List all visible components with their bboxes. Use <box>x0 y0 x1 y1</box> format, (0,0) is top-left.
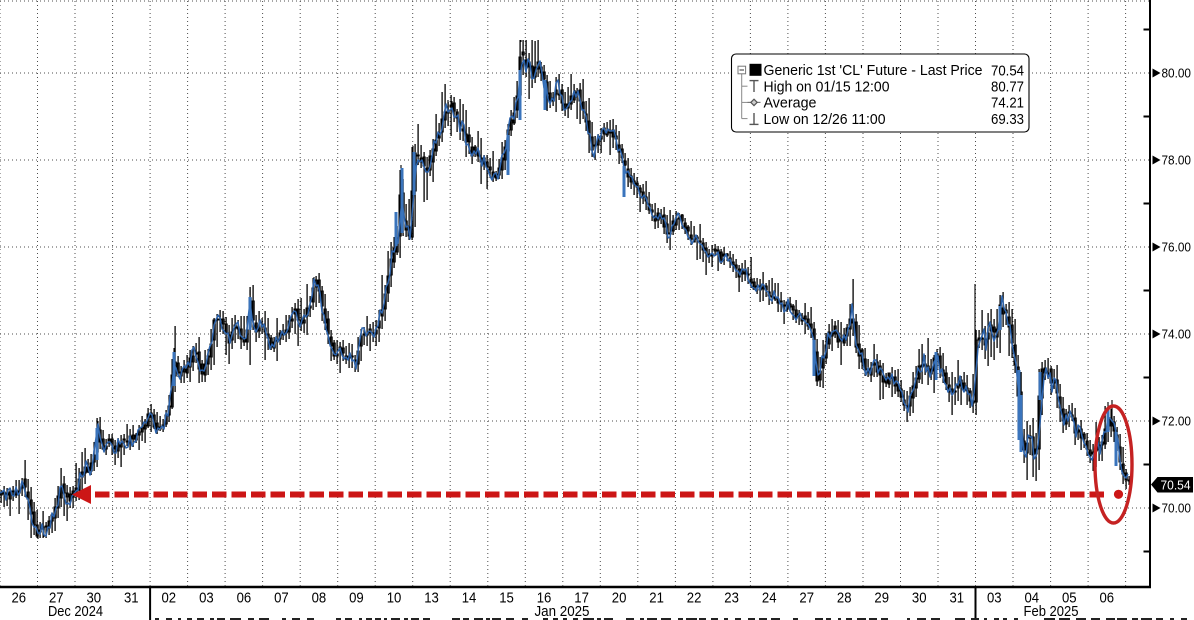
svg-text:09: 09 <box>349 590 364 607</box>
svg-text:02: 02 <box>162 590 177 607</box>
svg-text:03: 03 <box>199 590 214 607</box>
svg-text:80.00: 80.00 <box>1162 66 1192 81</box>
svg-text:78.00: 78.00 <box>1162 153 1192 168</box>
svg-text:23: 23 <box>724 590 739 607</box>
svg-text:Average: Average <box>764 95 817 112</box>
svg-text:76.00: 76.00 <box>1162 240 1192 255</box>
svg-text:04: 04 <box>1025 590 1040 607</box>
svg-text:29: 29 <box>874 590 889 607</box>
svg-text:06: 06 <box>1100 590 1115 607</box>
svg-text:20: 20 <box>612 590 627 607</box>
svg-text:07: 07 <box>274 590 289 607</box>
svg-text:30: 30 <box>912 590 927 607</box>
svg-text:30: 30 <box>87 590 102 607</box>
svg-text:26: 26 <box>12 590 27 607</box>
svg-text:15: 15 <box>499 590 514 607</box>
svg-text:Generic 1st 'CL' Future - Last: Generic 1st 'CL' Future - Last Price <box>764 62 983 79</box>
svg-text:70.54: 70.54 <box>1161 478 1191 493</box>
svg-text:17: 17 <box>574 590 589 607</box>
svg-text:74.21: 74.21 <box>991 95 1024 112</box>
svg-text:Dec 2024: Dec 2024 <box>48 603 103 620</box>
svg-text:08: 08 <box>312 590 327 607</box>
svg-text:13: 13 <box>424 590 439 607</box>
svg-text:06: 06 <box>237 590 252 607</box>
svg-text:Feb 2025: Feb 2025 <box>1024 603 1079 620</box>
svg-text:03: 03 <box>987 590 1002 607</box>
svg-text:27: 27 <box>799 590 814 607</box>
svg-text:16: 16 <box>537 590 552 607</box>
svg-text:69.33: 69.33 <box>991 111 1024 128</box>
svg-text:21: 21 <box>649 590 664 607</box>
svg-text:05: 05 <box>1062 590 1077 607</box>
svg-text:70.54: 70.54 <box>991 62 1024 79</box>
svg-text:High on 01/15 12:00: High on 01/15 12:00 <box>764 79 890 96</box>
svg-text:22: 22 <box>687 590 702 607</box>
svg-text:Low on 12/26 11:00: Low on 12/26 11:00 <box>764 111 886 128</box>
svg-text:72.00: 72.00 <box>1162 414 1192 429</box>
svg-text:14: 14 <box>462 590 477 607</box>
svg-text:10: 10 <box>387 590 402 607</box>
svg-text:31: 31 <box>950 590 965 607</box>
svg-text:70.00: 70.00 <box>1162 501 1192 516</box>
svg-text:80.77: 80.77 <box>991 79 1024 96</box>
svg-text:27: 27 <box>49 590 64 607</box>
svg-text:74.00: 74.00 <box>1162 327 1192 342</box>
svg-text:24: 24 <box>762 590 777 607</box>
svg-text:Jan 2025: Jan 2025 <box>535 603 590 620</box>
svg-text:28: 28 <box>837 590 852 607</box>
svg-text:31: 31 <box>124 590 139 607</box>
